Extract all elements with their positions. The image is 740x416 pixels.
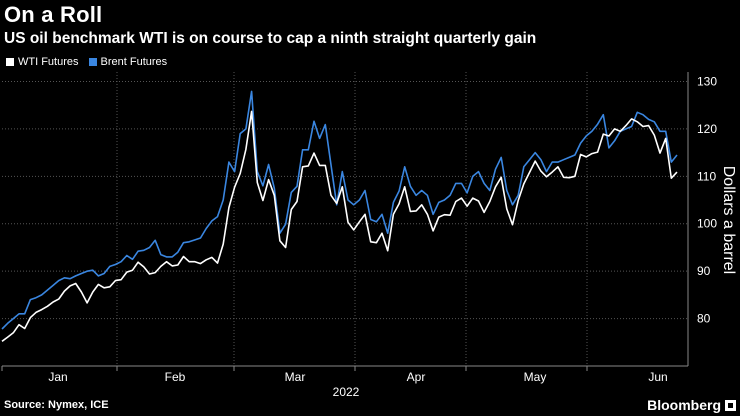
legend-swatch-wti <box>6 58 14 66</box>
x-tick-label-jan: Jan <box>48 370 67 384</box>
chart-title: On a Roll <box>4 2 103 27</box>
x-tick-label-feb: Feb <box>165 370 186 384</box>
x-tick-label-mar: Mar <box>285 370 306 384</box>
chart-subtitle: US oil benchmark WTI is on course to cap… <box>4 30 537 47</box>
y-tick-label-80: 80 <box>697 312 711 326</box>
legend-label-brent: Brent Futures <box>100 56 168 68</box>
axis-layer: 80 90 100 110 120 130 Jan Feb Mar Apr May Jun 2022 Do… <box>1 72 737 399</box>
y-tick-label-90: 90 <box>697 264 711 278</box>
series-line-brent <box>1 90 678 330</box>
series-line-wti <box>1 110 678 342</box>
legend-item-brent: Brent Futures <box>88 56 168 68</box>
y-tick-label-100: 100 <box>697 217 717 231</box>
x-tick-label-jun: Jun <box>648 370 667 384</box>
x-tick-label-apr: Apr <box>407 370 426 384</box>
y-tick-label-130: 130 <box>697 74 717 88</box>
brand-logo: Bloomberg <box>647 397 736 413</box>
chart-legend: WTI Futures Brent Futures <box>6 56 167 68</box>
brand-name: Bloomberg <box>647 397 721 413</box>
y-axis-title: Dollars a barrel <box>720 166 737 274</box>
x-axis-title: 2022 <box>333 385 360 399</box>
y-tick-label-120: 120 <box>697 122 717 136</box>
brand-square-icon <box>725 399 736 411</box>
legend-label-wti: WTI Futures <box>18 56 79 68</box>
x-tick-label-may: May <box>524 370 547 384</box>
y-tick-label-110: 110 <box>697 169 716 183</box>
grid-layer <box>2 72 688 366</box>
legend-swatch-brent <box>88 58 97 66</box>
legend-item-wti: WTI Futures <box>6 56 79 68</box>
series-layer <box>1 90 678 342</box>
source-note: Source: Nymex, ICE <box>4 399 109 411</box>
